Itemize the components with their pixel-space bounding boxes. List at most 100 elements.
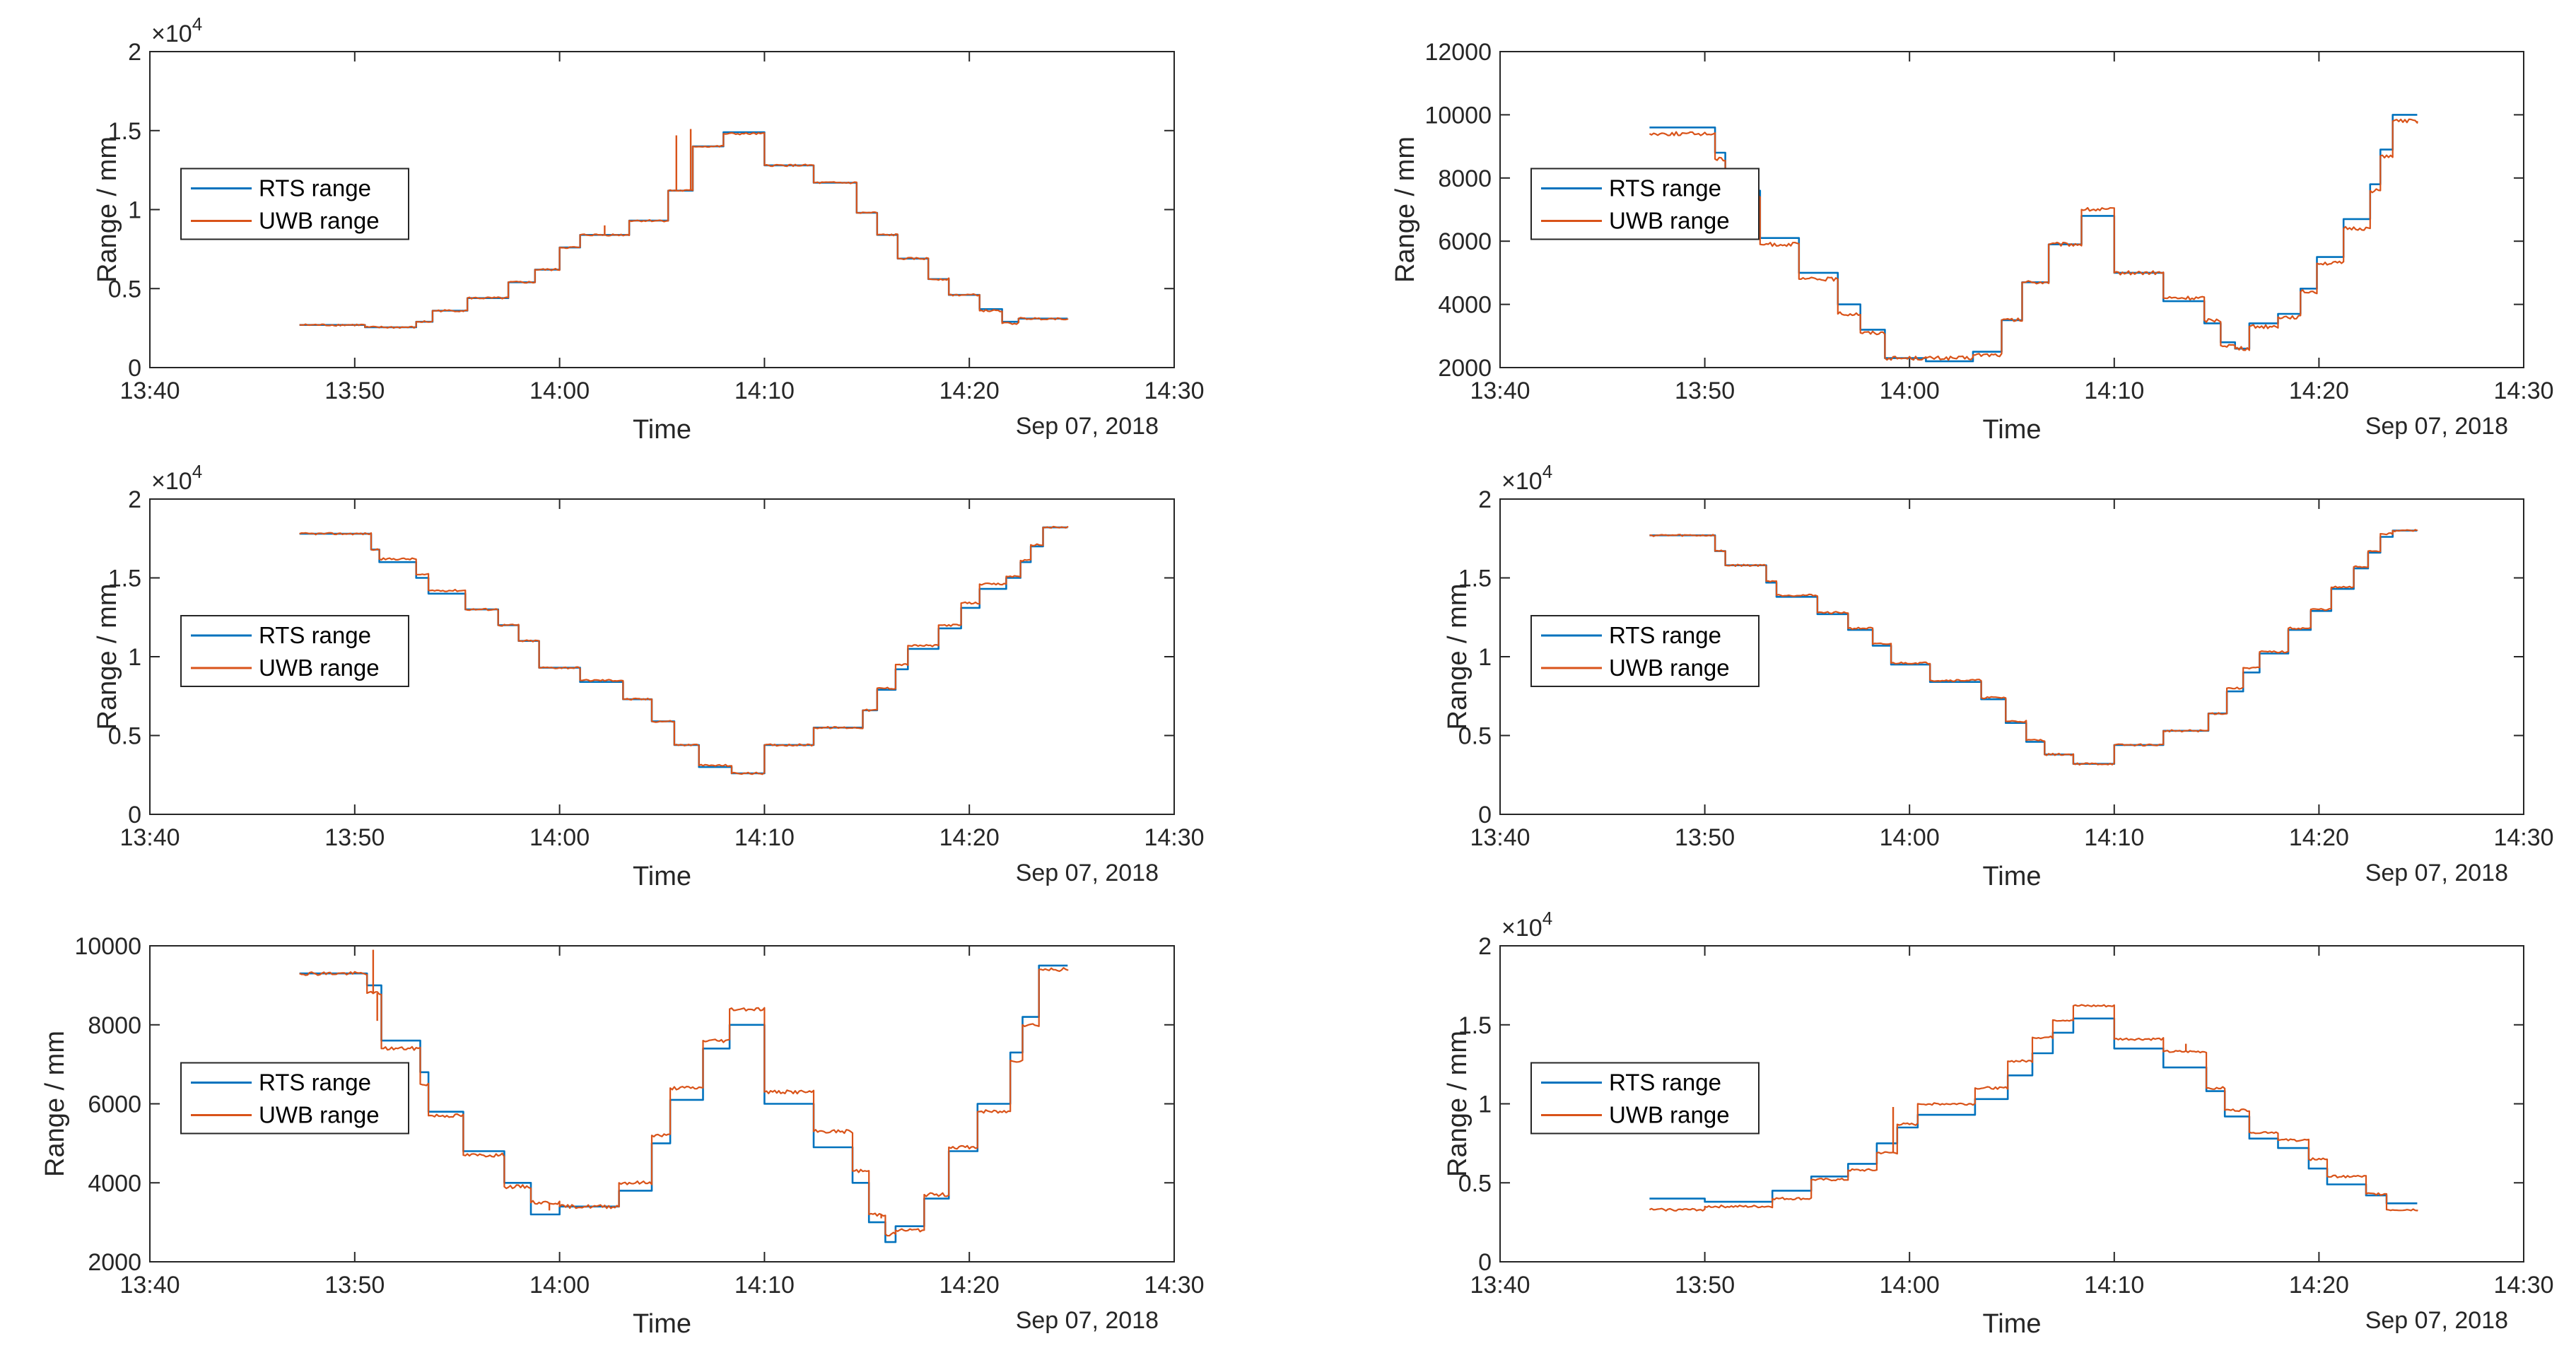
- y-exponent-label: ×104: [151, 461, 202, 495]
- x-axis-label: Time: [633, 415, 691, 445]
- x-tick-label: 14:30: [2493, 1272, 2553, 1299]
- y-tick-label: 1: [1478, 644, 1492, 671]
- date-label: Sep 07, 2018: [2365, 860, 2508, 886]
- y-tick-label: 10000: [1424, 102, 1492, 129]
- x-tick-label: 13:40: [1470, 1272, 1530, 1299]
- y-tick-label: 1.5: [1458, 566, 1492, 592]
- series-line-uwb: [299, 525, 1069, 775]
- x-tick-label: 13:50: [324, 377, 385, 404]
- date-label: Sep 07, 2018: [2365, 1307, 2508, 1334]
- y-tick-label: 2: [1478, 933, 1492, 960]
- y-tick-label: 0: [1478, 1249, 1492, 1276]
- x-axis-label: Time: [1982, 415, 2041, 445]
- legend: RTS range UWB range: [1530, 1062, 1760, 1135]
- chart-p4: 13:40 13:50 14:00 14:10 14:20 14:30 0 0.5 1 1.5 2 ×…: [1443, 461, 2554, 891]
- x-tick-label: 14:10: [734, 377, 795, 404]
- y-tick-label: 2: [128, 39, 141, 66]
- legend: RTS range UWB range: [180, 168, 409, 240]
- x-tick-label: 14:00: [1880, 1272, 1940, 1299]
- y-tick-label: 0.5: [1458, 1170, 1492, 1197]
- y-tick-label: 2: [128, 486, 141, 513]
- legend-box: [180, 1062, 409, 1135]
- date-label: Sep 07, 2018: [1016, 413, 1159, 440]
- y-exponent-label: ×104: [151, 13, 202, 47]
- y-exponent-label: ×104: [1501, 461, 1552, 495]
- y-axis-label: Range / mm: [93, 584, 122, 730]
- y-axis-label: Range / mm: [40, 1031, 70, 1177]
- x-tick-label: 14:10: [2084, 377, 2144, 404]
- y-tick-label: 4000: [1438, 292, 1492, 319]
- y-axis-label: Range / mm: [1443, 1031, 1473, 1177]
- legend-entry-uwb: UWB range: [259, 208, 380, 234]
- y-tick-label: 0: [1478, 802, 1492, 828]
- legend-entry-rts: RTS range: [259, 622, 371, 648]
- x-tick-label: 14:30: [2493, 824, 2553, 851]
- legend-entry-uwb: UWB range: [259, 655, 380, 681]
- y-axis-label: Range / mm: [1391, 136, 1420, 283]
- date-label: Sep 07, 2018: [2365, 413, 2508, 440]
- x-tick-label: 14:20: [939, 824, 1000, 851]
- y-tick-label: 0: [128, 355, 141, 382]
- y-exponent-label: ×104: [1501, 908, 1552, 942]
- y-axis-label: Range / mm: [1443, 584, 1473, 730]
- x-tick-label: 13:50: [1675, 824, 1735, 851]
- legend-entry-rts: RTS range: [1609, 1070, 1721, 1096]
- legend-entry-rts: RTS range: [1609, 175, 1721, 201]
- chart-p1: 13:40 13:50 14:00 14:10 14:20 14:30 0 0.5 1 1.5 2 ×…: [93, 13, 1205, 445]
- legend: RTS range UWB range: [180, 615, 409, 687]
- legend-entry-rts: RTS range: [259, 175, 371, 201]
- y-tick-label: 0: [128, 802, 141, 828]
- y-tick-label: 1: [128, 644, 141, 671]
- x-tick-label: 13:50: [324, 1272, 385, 1299]
- x-axis-label: Time: [1982, 1309, 2041, 1339]
- series-line-uwb: [1649, 529, 2418, 766]
- x-tick-label: 13:50: [1675, 1272, 1735, 1299]
- date-label: Sep 07, 2018: [1016, 1307, 1159, 1334]
- y-tick-label: 10000: [74, 933, 141, 960]
- y-tick-label: 1: [128, 197, 141, 224]
- y-axis-label: Range / mm: [93, 136, 122, 283]
- legend-entry-uwb: UWB range: [1609, 1102, 1730, 1128]
- y-tick-label: 4000: [88, 1170, 141, 1197]
- x-tick-label: 13:40: [119, 824, 180, 851]
- x-tick-label: 14:00: [529, 377, 590, 404]
- x-tick-label: 13:50: [1675, 377, 1735, 404]
- y-tick-label: 2000: [1438, 355, 1492, 382]
- x-axis-label: Time: [633, 862, 691, 891]
- x-tick-label: 13:40: [1470, 377, 1530, 404]
- x-tick-label: 14:00: [529, 824, 590, 851]
- legend-entry-uwb: UWB range: [1609, 208, 1730, 234]
- series-line-uwb: [1649, 1004, 2418, 1212]
- legend: RTS range UWB range: [1530, 615, 1760, 687]
- y-tick-label: 12000: [1424, 39, 1492, 66]
- x-tick-label: 14:20: [939, 377, 1000, 404]
- x-tick-label: 13:40: [119, 377, 180, 404]
- legend-box: [180, 615, 409, 687]
- x-tick-label: 14:20: [2289, 824, 2349, 851]
- y-tick-label: 6000: [88, 1091, 141, 1118]
- x-tick-label: 13:50: [324, 824, 385, 851]
- legend-box: [180, 168, 409, 240]
- series-line-uwb: [299, 131, 1069, 329]
- series-line-uwb: [299, 967, 1069, 1237]
- y-tick-label: 8000: [1438, 165, 1492, 192]
- y-tick-label: 2: [1478, 486, 1492, 513]
- x-tick-label: 14:20: [939, 1272, 1000, 1299]
- chart-p2: 13:40 13:50 14:00 14:10 14:20 14:30 2000 4000 60…: [1391, 39, 2554, 445]
- x-tick-label: 14:20: [2289, 1272, 2349, 1299]
- x-axis-label: Time: [633, 1309, 691, 1339]
- legend-box: [1530, 168, 1760, 240]
- y-tick-label: 1: [1478, 1091, 1492, 1118]
- x-tick-label: 14:00: [1880, 824, 1940, 851]
- legend-entry-rts: RTS range: [1609, 622, 1721, 648]
- chart-p3: 13:40 13:50 14:00 14:10 14:20 14:30 0 0.5 1 1.5 2 ×…: [93, 461, 1205, 891]
- legend-entry-uwb: UWB range: [259, 1102, 380, 1128]
- x-tick-label: 14:10: [734, 1272, 795, 1299]
- chart-p6: 13:40 13:50 14:00 14:10 14:20 14:30 0 0.5 1 1.5 2 ×…: [1443, 908, 2554, 1339]
- y-tick-label: 0.5: [1458, 723, 1492, 750]
- x-tick-label: 14:10: [2084, 824, 2144, 851]
- y-tick-label: 0.5: [108, 276, 141, 303]
- x-tick-label: 14:30: [1144, 1272, 1204, 1299]
- x-tick-label: 14:10: [734, 824, 795, 851]
- y-tick-label: 2000: [88, 1249, 141, 1276]
